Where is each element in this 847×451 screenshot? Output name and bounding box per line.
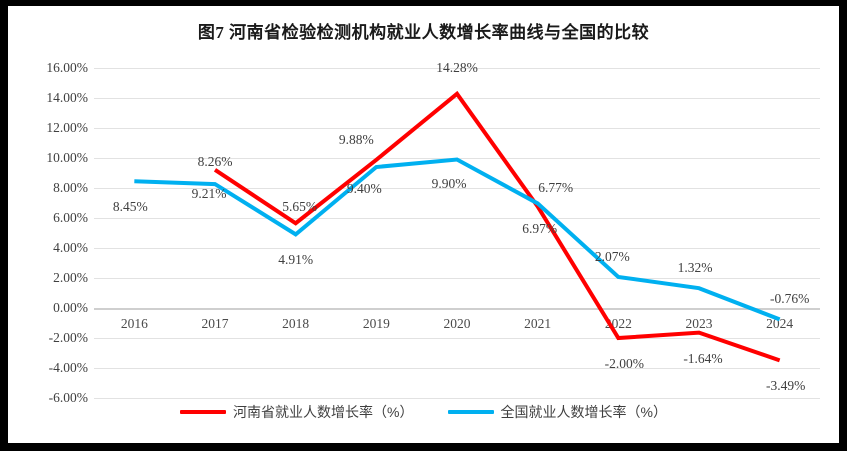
data-point-label: 9.88% [338, 131, 374, 147]
x-axis-tick-label: 2022 [604, 316, 632, 331]
x-axis-tick-label: 2017 [201, 316, 229, 331]
data-point-label: -0.76% [769, 291, 810, 307]
x-axis-tick-label: 2021 [524, 316, 552, 331]
y-axis-tick-label: -2.00% [48, 330, 88, 345]
y-axis-tick-label: 0.00% [53, 300, 88, 315]
series-lines [134, 90, 781, 363]
x-axis-tick-label: 2018 [282, 316, 310, 331]
x-axis-tick-label: 2019 [362, 316, 390, 331]
data-point-label: 8.26% [197, 154, 233, 170]
chart-legend: 河南省就业人数增长率（%） 全国就业人数增长率（%） [8, 402, 839, 422]
x-axis-tick-label: 2016 [120, 316, 148, 331]
y-axis-ticks: 16.00% 14.00% 12.00% 10.00% 8.00% 6.00% 4.00% 2… [18, 6, 88, 443]
data-point-label: 1.32% [677, 260, 713, 276]
x-axis-tick-label: 2024 [766, 316, 794, 331]
data-point-label: 8.45% [112, 199, 148, 215]
data-point-label: -1.64% [683, 350, 723, 366]
data-point-label: 4.91% [278, 252, 314, 268]
legend-line-swatch-icon [447, 410, 494, 414]
legend-item-label: 全国就业人数增长率（%） [500, 404, 667, 420]
x-axis-tick-label: 2023 [685, 316, 713, 331]
y-axis-tick-label: 2.00% [53, 270, 88, 285]
y-axis-tick-label: 12.00% [46, 120, 88, 135]
gridline [94, 338, 820, 339]
data-point-label: 9.40% [346, 181, 382, 196]
gridline [94, 308, 820, 310]
gridline [94, 278, 820, 279]
data-point-label: 14.28% [436, 59, 478, 75]
chart-title: 图7 河南省检验检测机构就业人数增长率曲线与全国的比较 [197, 23, 650, 42]
data-point-label: -3.49% [765, 378, 806, 394]
y-axis-tick-label: 14.00% [46, 90, 88, 105]
y-axis-tick-label: 4.00% [53, 240, 88, 255]
gridline [94, 68, 820, 69]
plot-area: 16.00% 14.00% 12.00% 10.00% 8.00% 6.00% 4.00% 2… [8, 6, 839, 443]
data-point-label: -2.00% [604, 356, 645, 371]
y-axis-tick-label: -6.00% [48, 390, 88, 405]
data-point-label: 9.21% [191, 185, 227, 201]
y-axis-tick-label: 10.00% [46, 150, 88, 165]
y-axis-tick-label: 6.00% [53, 210, 88, 225]
data-point-label: 9.90% [431, 175, 467, 191]
figure-frame: 图7 河南省检验检测机构就业人数增长率曲线与全国的比较 16.00% 14.00%… [8, 6, 839, 443]
legend-item[interactable]: 河南省就业人数增长率（%） [180, 402, 414, 422]
legend-item[interactable]: 全国就业人数增长率（%） [447, 402, 667, 422]
gridline [94, 98, 820, 99]
data-point-label: 6.97% [522, 221, 558, 237]
x-axis-tick-label: 2020 [443, 316, 471, 331]
y-axis-tick-label: 16.00% [46, 60, 88, 75]
data-point-label: 6.77% [538, 180, 574, 196]
gridline [94, 128, 820, 129]
gridline [94, 218, 820, 219]
legend-line-swatch-icon [180, 410, 227, 414]
gridline [94, 368, 820, 369]
gridline [94, 248, 820, 249]
gridline [94, 398, 820, 399]
legend-item-label: 河南省就业人数增长率（%） [233, 404, 414, 420]
y-axis-tick-label: 8.00% [53, 180, 88, 195]
y-axis-tick-label: -4.00% [48, 360, 88, 375]
data-point-label: 2.07% [594, 248, 630, 264]
data-point-label: 5.65% [282, 199, 318, 215]
